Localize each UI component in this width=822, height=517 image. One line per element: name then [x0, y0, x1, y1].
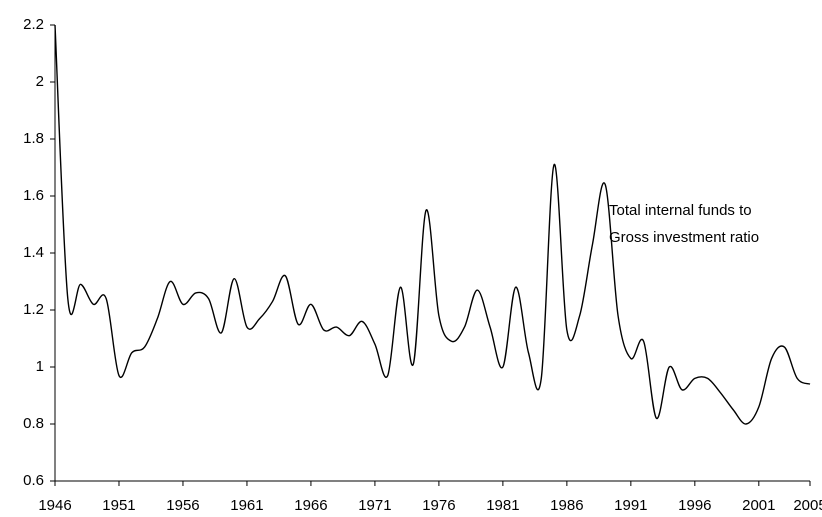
data-line — [54, 24, 811, 425]
x-tick-label: 1991 — [614, 497, 647, 514]
x-tick-label: 1981 — [486, 497, 519, 514]
y-tick-label: 1.4 — [23, 244, 44, 261]
y-tick-label: 2.2 — [23, 16, 44, 33]
x-tick-label: 2005 — [793, 497, 822, 514]
x-tick-label: 1951 — [102, 497, 135, 514]
y-tick-label: 1.8 — [23, 130, 44, 147]
x-tick-label: 1986 — [550, 497, 583, 514]
y-tick-label: 1.2 — [23, 301, 44, 318]
x-tick-label: 2001 — [742, 497, 775, 514]
y-tick-label: 1 — [36, 358, 44, 375]
x-tick-label: 1956 — [166, 497, 199, 514]
x-tick-label: 1971 — [358, 497, 391, 514]
y-tick-label: 0.8 — [23, 415, 44, 432]
annotation: Total internal funds to — [609, 202, 752, 219]
y-tick-label: 2 — [36, 73, 44, 90]
x-tick-label: 1966 — [294, 497, 327, 514]
y-tick-label: 1.6 — [23, 187, 44, 204]
x-tick-label: 1946 — [38, 497, 71, 514]
annotation: Gross investment ratio — [609, 229, 759, 246]
x-tick-label: 1976 — [422, 497, 455, 514]
y-tick-label: 0.6 — [23, 472, 44, 489]
x-tick-label: 1996 — [678, 497, 711, 514]
x-tick-label: 1961 — [230, 497, 263, 514]
